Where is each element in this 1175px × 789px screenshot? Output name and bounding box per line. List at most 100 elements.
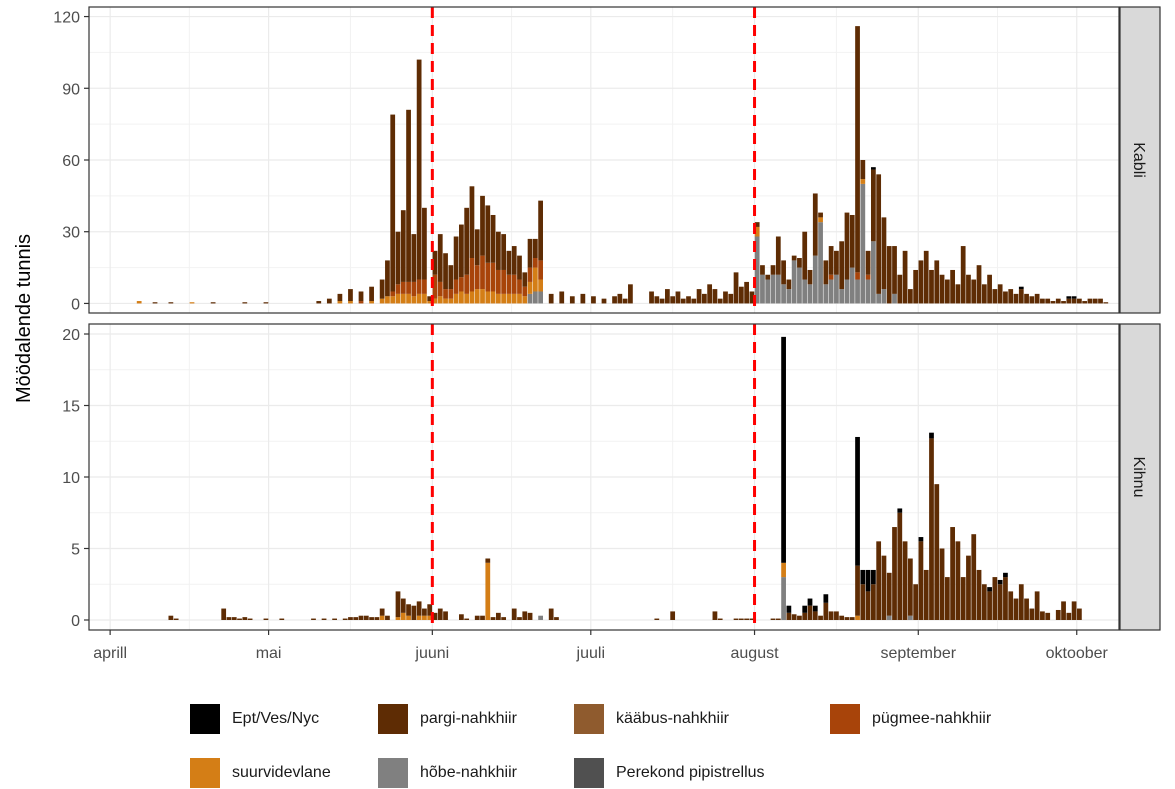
- legend-label: kääbus-nahkhiir: [616, 710, 729, 727]
- y-tick-label: 0: [71, 296, 80, 313]
- bar-segment: [580, 293, 586, 304]
- bar-segment: [358, 301, 364, 304]
- bar-segment: [385, 615, 390, 620]
- chart-panels: 0 30 60 90 120 Kabli 0 5 10 15 20 Kihnu: [53, 6, 1161, 631]
- bar-segment: [427, 615, 433, 620]
- bar-segment: [480, 615, 485, 620]
- bar-segment: [971, 279, 977, 304]
- bar-segment: [828, 274, 834, 280]
- x-tick-label: september: [880, 645, 956, 662]
- bar-segment: [432, 274, 438, 299]
- bar-segment: [1034, 591, 1040, 620]
- bar-segment: [770, 274, 776, 304]
- bar-segment: [474, 289, 480, 304]
- bar-segment: [744, 618, 749, 620]
- bar-segment: [517, 279, 522, 294]
- bar-segment: [554, 617, 559, 620]
- bar-segment: [1024, 598, 1029, 620]
- bar-segment: [823, 260, 829, 285]
- bar-segment: [680, 298, 686, 304]
- bar-segment: [406, 281, 411, 294]
- bar-segment: [432, 250, 438, 275]
- bar-segment: [485, 205, 491, 263]
- legend-item: suurvidevlane: [190, 757, 331, 789]
- bar-segment: [907, 615, 913, 620]
- bar-segment: [775, 274, 781, 304]
- bar-segment: [517, 255, 522, 280]
- bar-segment: [311, 618, 316, 620]
- bar-segment: [876, 174, 882, 294]
- bar-segment: [786, 612, 792, 620]
- bar-segment: [733, 618, 739, 620]
- bar-segment: [1055, 609, 1061, 620]
- bar-segment: [591, 296, 596, 304]
- bar-segment: [934, 484, 940, 620]
- bar-segment: [517, 293, 522, 304]
- bar-segment: [670, 296, 676, 304]
- bar-segment: [501, 293, 507, 304]
- bar-segment: [807, 605, 813, 620]
- bar-segment: [760, 274, 765, 304]
- bar-segment: [427, 296, 433, 302]
- bar-segment: [902, 250, 908, 304]
- bar-segment: [1087, 298, 1093, 304]
- bar-segment: [738, 618, 744, 620]
- bar-segment: [834, 274, 839, 304]
- bar-segment: [897, 274, 903, 304]
- panel-kabli: 0 30 60 90 120 Kabli: [53, 6, 1161, 314]
- bar-segment: [1018, 289, 1024, 304]
- bar-segment: [865, 569, 871, 592]
- bar-segment: [939, 548, 945, 620]
- bar-segment: [712, 289, 718, 304]
- facet-strip-label: Kabli: [1130, 142, 1147, 178]
- bar-segment: [744, 281, 749, 304]
- bar-segment: [437, 234, 443, 282]
- bar-segment: [844, 617, 850, 620]
- bar-segment: [918, 541, 924, 620]
- bar-segment: [490, 214, 496, 263]
- legend-color-key: [378, 758, 408, 788]
- bar-segment: [728, 293, 734, 304]
- bar-segment: [1071, 298, 1077, 304]
- y-tick-label: 90: [62, 81, 80, 98]
- bar-segment: [506, 250, 512, 275]
- bar-segment: [538, 260, 543, 280]
- y-tick-label: 30: [62, 225, 80, 242]
- facet-strip: [1119, 6, 1161, 314]
- bar-segment: [411, 296, 417, 304]
- x-tick-label: juuni: [414, 645, 449, 662]
- bar-segment: [400, 210, 406, 282]
- legend-label: pargi-nahkhiir: [420, 710, 517, 727]
- bar-segment: [770, 618, 776, 620]
- bar-segment: [1018, 286, 1024, 290]
- bar-segment: [1003, 577, 1008, 620]
- bar-segment: [316, 301, 322, 304]
- bar-segment: [538, 615, 543, 620]
- bar-segment: [707, 284, 713, 304]
- facet-strip: [1119, 323, 1161, 631]
- bar-segment: [849, 617, 855, 620]
- bar-segment: [934, 260, 940, 304]
- y-tick-label: 15: [62, 399, 80, 416]
- bar-segment: [532, 238, 538, 259]
- bar-segment: [992, 577, 998, 620]
- bar-segment: [342, 618, 348, 620]
- bar-segment: [522, 611, 528, 620]
- bar-segment: [538, 291, 543, 304]
- bar-segment: [855, 436, 860, 566]
- bar-segment: [955, 284, 961, 304]
- bar-segment: [781, 562, 786, 578]
- bar-segment: [844, 212, 850, 280]
- bar-segment: [390, 291, 396, 297]
- bar-segment: [1077, 298, 1082, 304]
- bar-segment: [422, 279, 427, 294]
- bar-segment: [723, 291, 728, 304]
- bar-segment: [453, 236, 459, 280]
- bar-segment: [860, 584, 866, 620]
- legend-color-key: [190, 704, 220, 734]
- y-axis-title-group: Möödalende tunnis: [13, 234, 35, 403]
- bar-segment: [522, 296, 528, 304]
- bar-segment: [1040, 298, 1045, 304]
- bar-segment: [950, 269, 955, 304]
- bar-segment: [971, 534, 977, 620]
